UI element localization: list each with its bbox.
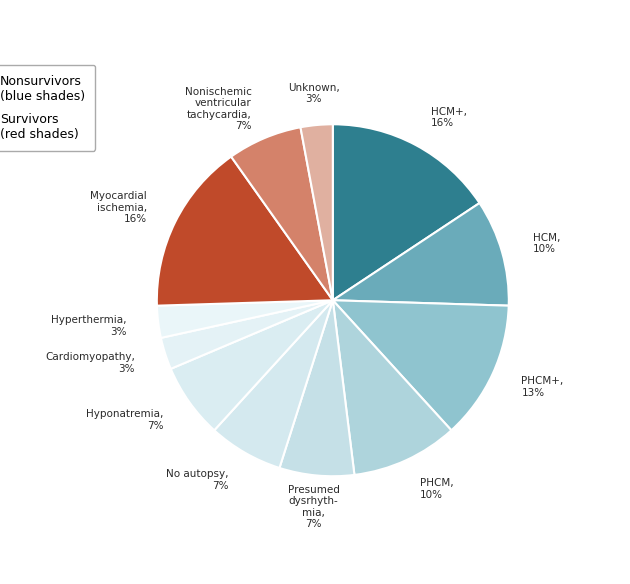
- Text: Myocardial
ischemia,
16%: Myocardial ischemia, 16%: [90, 191, 147, 224]
- Text: No autopsy,
7%: No autopsy, 7%: [166, 470, 229, 491]
- Wedge shape: [214, 300, 333, 468]
- Text: HCM+,
16%: HCM+, 16%: [431, 106, 467, 128]
- Text: PHCM,
10%: PHCM, 10%: [420, 478, 453, 500]
- Text: Presumed
dysrhyth-
mia,
7%: Presumed dysrhyth- mia, 7%: [288, 485, 340, 530]
- Wedge shape: [157, 157, 333, 305]
- Text: Cardiomyopathy,
3%: Cardiomyopathy, 3%: [45, 352, 135, 374]
- Text: Nonischemic
ventricular
tachycardia,
7%: Nonischemic ventricular tachycardia, 7%: [185, 86, 252, 131]
- Text: Hyponatremia,
7%: Hyponatremia, 7%: [86, 409, 163, 431]
- Legend: Nonsurvivors
(blue shades), Survivors
(red shades): Nonsurvivors (blue shades), Survivors (r…: [0, 64, 95, 151]
- Text: Unknown,
3%: Unknown, 3%: [288, 83, 340, 105]
- Text: PHCM+,
13%: PHCM+, 13%: [522, 376, 564, 398]
- Wedge shape: [280, 300, 355, 476]
- Wedge shape: [301, 124, 333, 300]
- Wedge shape: [171, 300, 333, 430]
- Wedge shape: [333, 124, 479, 300]
- Wedge shape: [161, 300, 333, 369]
- Wedge shape: [333, 300, 451, 475]
- Wedge shape: [157, 300, 333, 338]
- Wedge shape: [231, 127, 333, 300]
- Wedge shape: [333, 300, 508, 430]
- Text: HCM,
10%: HCM, 10%: [532, 232, 560, 254]
- Text: Hyperthermia,
3%: Hyperthermia, 3%: [51, 315, 127, 336]
- Wedge shape: [333, 203, 509, 305]
